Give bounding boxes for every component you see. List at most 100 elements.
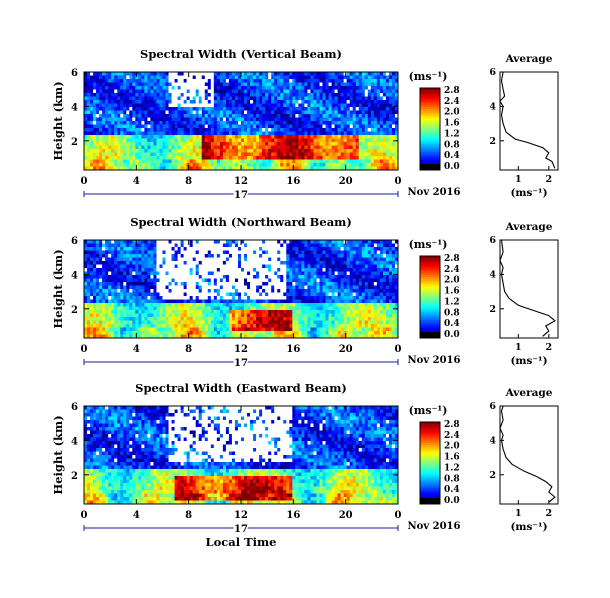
colorbar-frame — [419, 255, 441, 339]
average-y-tick-label: 4 — [489, 435, 496, 446]
average-y-tick-label: 4 — [489, 269, 496, 280]
colorbar-segment — [420, 452, 440, 456]
colorbar-base — [420, 164, 440, 170]
colorbar-segment — [420, 323, 440, 327]
colorbar-segment — [420, 137, 440, 140]
x-tick-label: 0 — [81, 510, 88, 521]
colorbar-segment — [420, 485, 440, 488]
colorbar-tick-label: 2.0 — [444, 442, 460, 452]
colorbar-frame — [419, 421, 441, 505]
colorbar-segment — [420, 108, 440, 111]
heatmap — [84, 240, 399, 339]
average-y-tick-label: 2 — [489, 470, 496, 481]
date-suffix: Nov 2016 — [408, 355, 461, 366]
colorbar-unit: (ms⁻¹) — [409, 404, 448, 417]
y-tick-label: 6 — [71, 236, 78, 247]
colorbar-segment — [420, 282, 440, 286]
date-suffix: Nov 2016 — [408, 187, 461, 198]
colorbar-segment — [420, 434, 440, 437]
colorbar-segment — [420, 90, 440, 93]
colorbar-segment — [420, 106, 440, 109]
colorbar-segment — [420, 481, 440, 484]
colorbar-segment — [420, 467, 440, 470]
x-tick-label: 0 — [81, 344, 88, 355]
colorbar-segment — [420, 124, 440, 128]
colorbar-segment — [420, 135, 440, 138]
colorbar-segment — [420, 286, 440, 290]
colorbar-segment — [420, 428, 440, 431]
average-x-label: (ms⁻¹) — [510, 187, 547, 199]
colorbar-segment — [420, 317, 440, 320]
colorbar-segment — [420, 290, 440, 294]
colorbar-segment — [420, 297, 440, 300]
colorbar-segment — [420, 303, 440, 306]
colorbar-tick-label: 2.0 — [444, 108, 460, 118]
colorbar-segment — [420, 305, 440, 308]
y-tick-label: 6 — [71, 402, 78, 413]
average-profile-line — [499, 71, 556, 169]
colorbar-tick-label: 2.4 — [444, 431, 460, 441]
colorbar-segment — [420, 440, 440, 443]
colorbar-segment — [420, 475, 440, 478]
average-x-label: (ms⁻¹) — [510, 355, 547, 367]
x-tick-label: 20 — [339, 344, 353, 355]
average-title: Average — [505, 53, 553, 65]
date-label: 17 — [234, 190, 248, 201]
average-frame — [499, 71, 559, 171]
y-axis-label: Height (km) — [51, 415, 65, 494]
y-tick-label: 6 — [71, 68, 78, 79]
colorbar-segment — [420, 118, 440, 122]
colorbar-segment — [420, 280, 440, 284]
average-profile-line — [499, 239, 556, 337]
x-tick-label: 20 — [339, 510, 353, 521]
colorbar-tick-label: 0.4 — [444, 151, 460, 161]
x-axis-label: Local Time — [206, 535, 277, 549]
colorbar-tick-label: 0.8 — [444, 474, 460, 484]
colorbar-segment — [420, 266, 440, 269]
colorbar-segment — [420, 262, 440, 265]
colorbar-segment — [420, 143, 440, 146]
colorbar-segment — [420, 274, 440, 277]
average-y-tick-label: 6 — [489, 67, 496, 78]
colorbar-segment — [420, 456, 440, 460]
average-y-tick-label: 6 — [489, 401, 496, 412]
average-x-label: (ms⁻¹) — [510, 521, 547, 533]
colorbar-segment — [420, 258, 440, 261]
colorbar-segment — [420, 442, 440, 445]
colorbar-segment — [420, 120, 440, 124]
colorbar-segment — [420, 311, 440, 314]
colorbar-segment — [420, 422, 440, 425]
average-x-tick-label: 1 — [515, 508, 522, 519]
colorbar-segment — [420, 129, 440, 132]
colorbar-segment — [420, 284, 440, 288]
colorbar-segment — [420, 139, 440, 142]
colorbar-segment — [420, 88, 440, 91]
colorbar-segment — [420, 126, 440, 130]
colorbar-segment — [420, 473, 440, 476]
colorbar-segment — [420, 149, 440, 152]
x-tick-label: 0 — [395, 510, 402, 521]
colorbar-segment — [420, 94, 440, 97]
colorbar-segment — [420, 278, 440, 281]
colorbar-tick-label: 0.4 — [444, 485, 460, 495]
average-y-tick-label: 2 — [489, 304, 496, 315]
colorbar-segment — [420, 495, 440, 499]
colorbar-segment — [420, 102, 440, 105]
y-tick-label: 4 — [71, 102, 78, 113]
average-profile-line — [499, 405, 556, 503]
colorbar-tick-label: 2.4 — [444, 97, 460, 107]
colorbar-segment — [420, 491, 440, 495]
colorbar-segment — [420, 141, 440, 144]
colorbar-segment — [420, 92, 440, 95]
average-y-tick-label: 6 — [489, 235, 496, 246]
colorbar-segment — [420, 301, 440, 304]
date-label: 17 — [234, 358, 248, 369]
colorbar-segment — [420, 327, 440, 331]
colorbar-tick-label: 0.4 — [444, 319, 460, 329]
chart-title: Spectral Width (Northward Beam) — [130, 215, 352, 229]
x-tick-label: 0 — [395, 344, 402, 355]
x-tick-label: 16 — [286, 176, 300, 187]
colorbar-segment — [420, 145, 440, 148]
colorbar-segment — [420, 487, 440, 491]
colorbar-segment — [420, 469, 440, 472]
